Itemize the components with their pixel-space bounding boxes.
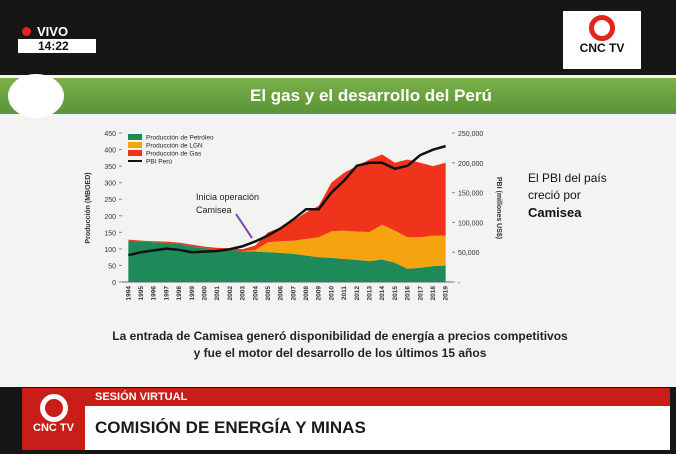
kicker: SESIÓN VIRTUAL (85, 388, 670, 406)
y2-tick-label: 50,000 (458, 250, 480, 257)
legend-swatch (128, 142, 142, 148)
x-tick-label: 2008 (303, 286, 310, 301)
x-tick-label: 2004 (252, 286, 259, 301)
note-line: creció por (528, 188, 581, 202)
x-tick-label: 2017 (417, 286, 424, 301)
y2-tick-label: 250,000 (458, 131, 483, 138)
legend-label: Producción de Gas (146, 151, 202, 158)
caption-line: y fue el motor del desarrollo de los últ… (193, 346, 487, 360)
x-tick-label: 1998 (176, 286, 183, 301)
caption-line: La entrada de Camisea generó disponibili… (112, 329, 568, 343)
x-tick-label: 1997 (163, 286, 170, 301)
slide-header (0, 74, 676, 118)
live-text: VIVO (37, 24, 69, 39)
slide-title: El gas y el desarrollo del Perú (250, 86, 492, 105)
logo-text: CNC TV (33, 422, 74, 434)
note-line: Camisea (528, 205, 582, 220)
area (128, 154, 446, 252)
area (128, 224, 446, 269)
y-tick-label: 450 (104, 131, 116, 138)
y-tick-label: 50 (108, 263, 116, 270)
x-tick-label: 2006 (278, 286, 285, 301)
x-tick-label: 1999 (189, 286, 196, 301)
legend-swatch (128, 150, 142, 156)
lower-third-logo: CNC TV (22, 388, 85, 450)
x-tick-label: 2012 (354, 286, 361, 301)
y-axis-title: Producción (MBOED) (85, 172, 92, 243)
annotation: Inicia operación (196, 192, 259, 202)
caption: La entrada de Camisea generó disponibili… (40, 328, 640, 362)
x-tick-label: 2002 (227, 286, 234, 301)
y2-tick-label: 100,000 (458, 220, 483, 227)
live-badge: VIVO (22, 24, 68, 39)
y-tick-label: 400 (104, 148, 116, 155)
y2-axis-title: PBI (millones US$) (495, 177, 502, 239)
headline: COMISIÓN DE ENERGÍA Y MINAS (85, 406, 670, 450)
y2-tick-label: 150,000 (458, 191, 483, 198)
legend-label: Producción de Petróleo (146, 135, 214, 142)
y-tick-label: 250 (104, 197, 116, 204)
x-tick-label: 2003 (240, 286, 247, 301)
x-tick-label: 2013 (367, 286, 374, 301)
annotation-arrow (235, 213, 253, 239)
y2-tick-label: - (458, 280, 461, 287)
x-tick-label: 2001 (214, 286, 221, 301)
x-tick-label: 2000 (202, 286, 209, 301)
y-tick-label: 300 (104, 181, 116, 188)
y-tick-label: 150 (104, 230, 116, 237)
legend-label: Producción de LGN (146, 143, 203, 150)
x-tick-label: 2011 (341, 286, 348, 300)
logo-text: CNC TV (579, 41, 625, 55)
x-tick-label: 2015 (392, 286, 399, 301)
note-line: El PBI del país (528, 171, 607, 185)
gdp-line (128, 144, 446, 257)
clock: 14:22 (18, 39, 96, 53)
side-note: El PBI del país creció por Camisea (528, 170, 607, 222)
annotation: Camisea (196, 205, 232, 215)
x-tick-label: 2016 (405, 286, 412, 301)
y-tick-label: 200 (104, 214, 116, 221)
y-tick-label: 100 (104, 247, 116, 254)
x-tick-label: 1996 (151, 286, 158, 301)
x-tick-label: 2010 (328, 286, 335, 301)
y2-tick-label: 200,000 (458, 161, 483, 168)
legend-swatch (128, 134, 142, 140)
y-tick-label: 0 (112, 280, 116, 287)
x-tick-label: 2009 (316, 286, 323, 301)
y-tick-label: 350 (104, 164, 116, 171)
x-tick-label: 2019 (443, 286, 450, 301)
x-tick-label: 2014 (379, 286, 386, 301)
x-tick-label: 1995 (138, 286, 145, 301)
x-tick-label: 2005 (265, 286, 272, 301)
x-tick-label: 2018 (430, 286, 437, 301)
x-tick-label: 1994 (125, 286, 132, 301)
legend-label: PBI Perú (146, 159, 172, 166)
x-tick-label: 2007 (290, 286, 297, 301)
channel-logo: CNC TV (563, 11, 641, 69)
